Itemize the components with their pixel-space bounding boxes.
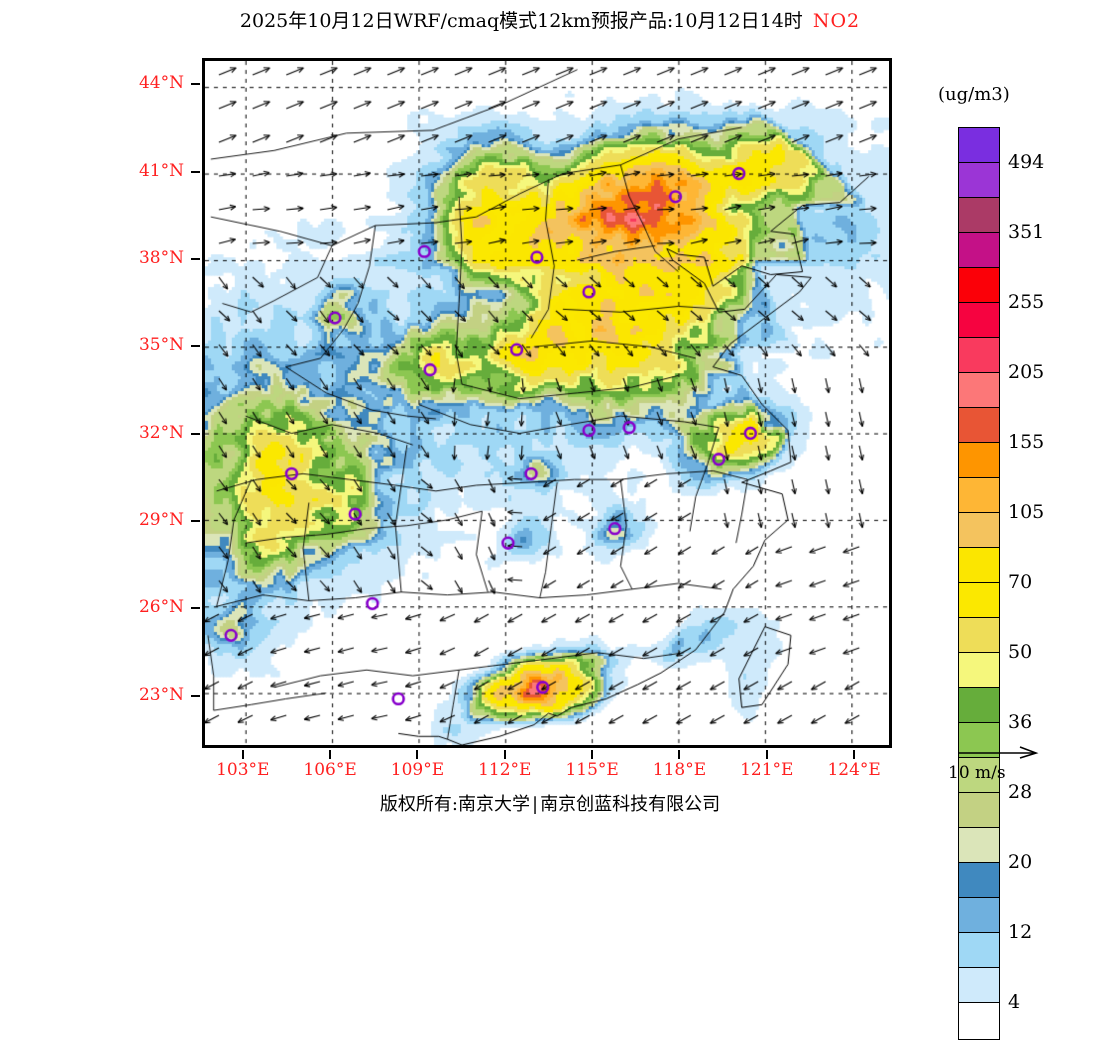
colorbar-cell-18 <box>959 758 999 793</box>
wind-scale-key: 10 m/s <box>948 746 1088 783</box>
colorbar-cell-23 <box>959 933 999 968</box>
lon-tick-121: 121°E <box>740 760 794 780</box>
colorbar-label-155: 155 <box>1008 431 1045 453</box>
footer-left-text: 版权所有:南京大学 <box>379 794 530 815</box>
lon-tick-mark-121 <box>765 750 768 759</box>
colorbar-cell-14 <box>959 618 999 653</box>
title-species-label: NO2 <box>812 10 861 32</box>
lon-tick-109: 109°E <box>390 760 445 780</box>
wind-arrow-icon <box>956 746 1042 762</box>
colorbar-label-105: 105 <box>1008 501 1045 523</box>
colorbar-label-36: 36 <box>1008 711 1033 733</box>
colorbar-cell-25 <box>959 1003 999 1038</box>
colorbar-cell-24 <box>959 968 999 1003</box>
colorbar-cell-13 <box>959 583 999 618</box>
colorbar-label-20: 20 <box>1008 851 1033 873</box>
lat-tick-mark-38 <box>191 257 200 260</box>
colorbar-cell-7 <box>959 373 999 408</box>
lat-tick-38: 38°N <box>138 247 184 268</box>
colorbar-label-494: 494 <box>1008 151 1045 173</box>
lon-tick-124: 124°E <box>827 760 881 780</box>
lon-tick-mark-112 <box>503 750 506 759</box>
lon-tick-115: 115°E <box>565 760 619 780</box>
colorbar-cell-4 <box>959 268 999 303</box>
lat-tick-41: 41°N <box>138 160 184 181</box>
footer-separator: | <box>532 794 539 815</box>
colorbar-cell-5 <box>959 303 999 338</box>
colorbar-label-12: 12 <box>1008 921 1033 943</box>
lon-tick-mark-124 <box>853 750 856 759</box>
lon-tick-106: 106°E <box>303 760 357 780</box>
colorbar-cell-15 <box>959 653 999 688</box>
colorbar-label-70: 70 <box>1008 571 1033 593</box>
colorbar-cell-16 <box>959 688 999 723</box>
colorbar[interactable] <box>958 127 1000 1040</box>
colorbar-cell-8 <box>959 408 999 443</box>
footer-right-text: 南京创蓝科技有限公司 <box>540 794 721 815</box>
colorbar-cell-21 <box>959 863 999 898</box>
colorbar-units-label: (ug/m3) <box>938 84 1010 105</box>
wind-scale-label: 10 m/s <box>948 763 1006 783</box>
colorbar-label-4: 4 <box>1008 991 1021 1013</box>
lat-tick-26: 26°N <box>138 597 184 618</box>
colorbar-cell-9 <box>959 443 999 478</box>
lon-tick-mark-118 <box>678 750 681 759</box>
lat-tick-mark-26 <box>191 607 200 610</box>
lat-tick-23: 23°N <box>138 684 184 705</box>
colorbar-cell-10 <box>959 478 999 513</box>
colorbar-cell-3 <box>959 233 999 268</box>
lat-tick-mark-23 <box>191 694 200 697</box>
lat-tick-44: 44°N <box>138 73 184 94</box>
lon-tick-mark-103 <box>241 750 244 759</box>
colorbar-label-205: 205 <box>1008 361 1045 383</box>
map-plot-area[interactable] <box>202 58 892 748</box>
lon-tick-mark-115 <box>591 750 594 759</box>
colorbar-cell-1 <box>959 163 999 198</box>
concentration-map-canvas[interactable] <box>205 61 889 745</box>
lat-tick-32: 32°N <box>138 422 184 443</box>
lat-tick-35: 35°N <box>138 335 184 356</box>
lat-tick-mark-32 <box>191 432 200 435</box>
colorbar-cell-2 <box>959 198 999 233</box>
colorbar-label-28: 28 <box>1008 781 1033 803</box>
lon-tick-103: 103°E <box>216 760 270 780</box>
colorbar-label-50: 50 <box>1008 641 1033 663</box>
colorbar-cell-22 <box>959 898 999 933</box>
lon-tick-118: 118°E <box>652 760 707 780</box>
colorbar-cell-12 <box>959 548 999 583</box>
lat-tick-mark-29 <box>191 519 200 522</box>
lat-tick-mark-41 <box>191 170 200 173</box>
colorbar-cell-11 <box>959 513 999 548</box>
colorbar-label-255: 255 <box>1008 291 1045 313</box>
colorbar-cell-20 <box>959 828 999 863</box>
lat-tick-29: 29°N <box>138 509 184 530</box>
lat-tick-mark-35 <box>191 345 200 348</box>
colorbar-cell-0 <box>959 128 999 163</box>
colorbar-cell-17 <box>959 723 999 758</box>
lon-tick-112: 112°E <box>478 760 532 780</box>
title-text: 2025年10月12日WRF/cmaq模式12km预报产品:10月12日14时 <box>239 10 803 32</box>
colorbar-label-351: 351 <box>1008 221 1045 243</box>
lat-tick-mark-44 <box>191 83 200 86</box>
chart-title: 2025年10月12日WRF/cmaq模式12km预报产品:10月12日14时 N… <box>0 6 1100 33</box>
colorbar-cell-6 <box>959 338 999 373</box>
colorbar-cell-19 <box>959 793 999 828</box>
lon-tick-mark-109 <box>416 750 419 759</box>
lon-tick-mark-106 <box>329 750 332 759</box>
copyright-footer: 版权所有:南京大学 | 南京创蓝科技有限公司 <box>0 790 1100 816</box>
